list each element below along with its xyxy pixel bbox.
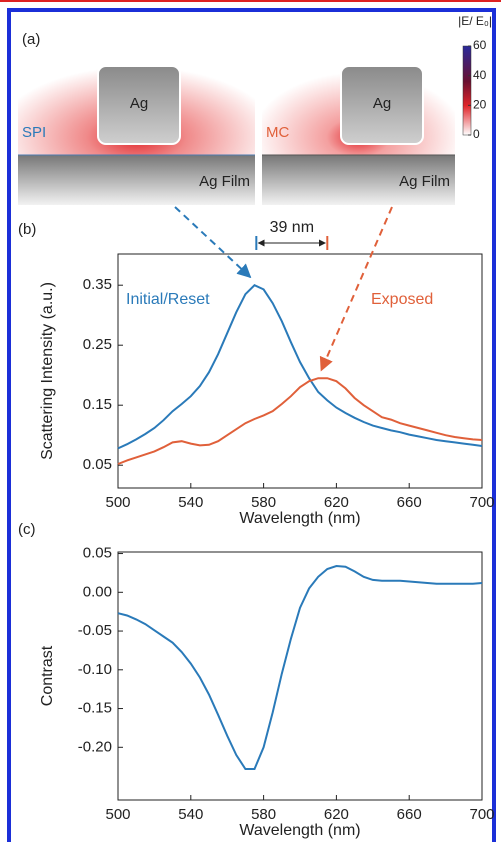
panel-label: (a): [22, 31, 40, 48]
colorbar-tick-label: 60: [473, 38, 487, 52]
x-tick-label: 660: [397, 806, 422, 823]
y-tick-label: -0.20: [78, 738, 112, 755]
colorbar-tick-label: 20: [473, 98, 487, 112]
colorbar-tick-label: 40: [473, 68, 487, 82]
annotation: 39 nm: [270, 219, 314, 236]
film: [18, 155, 255, 205]
colorbar-tick-label: 0: [473, 127, 480, 141]
y-tick-label: 0.15: [83, 396, 112, 413]
colorbar: [462, 45, 472, 136]
x-tick-label: 620: [324, 806, 349, 823]
x-tick-label: 700: [469, 806, 494, 823]
panel-label: (b): [18, 221, 36, 238]
y-tick-label: 0.35: [83, 276, 112, 293]
y-tick-label: 0.05: [83, 545, 112, 562]
series-label: Exposed: [371, 291, 433, 308]
particle-label: Ag: [130, 95, 148, 112]
mode-label: MC: [266, 124, 289, 141]
y-tick-label: -0.15: [78, 700, 112, 717]
y-tick-label: -0.05: [78, 622, 112, 639]
x-axis-label: Wavelength (nm): [239, 822, 360, 839]
y-tick-label: 0.00: [83, 583, 112, 600]
colorbar-title: |E/ E₀|: [458, 14, 492, 28]
film-label: Ag Film: [399, 173, 450, 190]
x-tick-label: 500: [105, 494, 130, 511]
pointer-arrow: [319, 206, 393, 372]
film: [262, 155, 455, 205]
pointer-arrow: [174, 206, 252, 279]
x-tick-label: 540: [178, 494, 203, 511]
y-axis-label: Contrast: [39, 645, 56, 706]
series-line: [117, 284, 483, 450]
x-tick-label: 580: [251, 806, 276, 823]
x-tick-label: 700: [469, 494, 494, 511]
particle-label: Ag: [373, 95, 391, 112]
y-tick-label: -0.10: [78, 661, 112, 678]
film-label: Ag Film: [199, 173, 250, 190]
plot-area: [117, 551, 483, 801]
series-label: Initial/Reset: [126, 291, 210, 308]
x-axis-label: Wavelength (nm): [239, 510, 360, 527]
x-tick-label: 500: [105, 806, 130, 823]
x-tick-label: 660: [397, 494, 422, 511]
x-tick-label: 540: [178, 806, 203, 823]
mode-label: SPI: [22, 124, 46, 141]
series-line: [117, 564, 483, 770]
series-line: [117, 377, 483, 465]
particle: [340, 65, 424, 145]
x-tick-label: 620: [324, 494, 349, 511]
particle: [97, 65, 181, 145]
y-axis-label: Scattering Intensity (a.u.): [39, 282, 56, 460]
plot-area: [117, 253, 483, 489]
y-tick-label: 0.05: [83, 456, 112, 473]
x-tick-label: 580: [251, 494, 276, 511]
frame: [7, 8, 496, 847]
y-tick-label: 0.25: [83, 336, 112, 353]
panel-a: (a) Ag Ag SPI MC Ag Film Ag Film |E/ E₀|: [18, 14, 492, 205]
panel-label: (c): [18, 521, 36, 538]
